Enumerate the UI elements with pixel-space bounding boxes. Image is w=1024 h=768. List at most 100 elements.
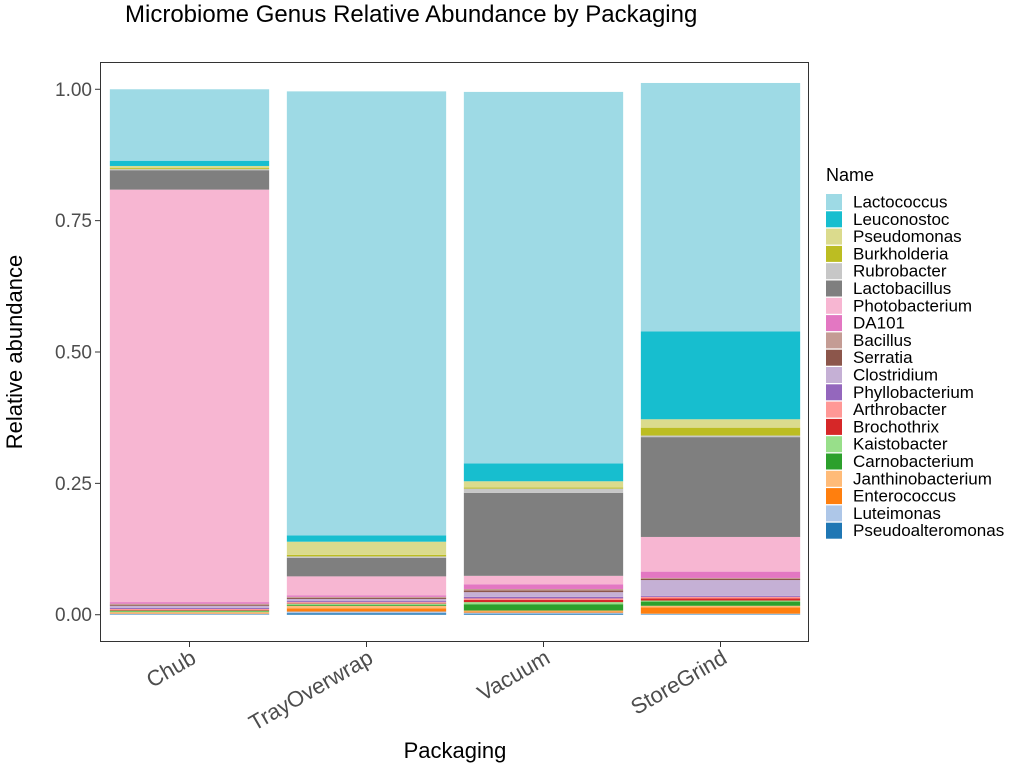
y-axis: 0.00 0.25 0.50 0.75 1.00: [55, 80, 100, 626]
legend-item-da101: DA101: [826, 314, 905, 333]
x-tick-label-vacuum: Vacuum: [473, 645, 554, 706]
bar-segment-brochothrix: StoreGrind — Brochothrix: 0.004: [640, 598, 801, 601]
legend-swatch: [826, 470, 842, 487]
legend-label: Clostridium: [853, 366, 938, 385]
bar-segment-janthinobacterium: Chub — Janthinobacterium: 0.002: [109, 612, 270, 614]
legend-label: Burkholderia: [853, 244, 949, 263]
bar-segment-brochothrix: Vacuum — Brochothrix: 0.004: [463, 600, 624, 603]
plot-border: [100, 62, 809, 642]
y-tick-label: 0.00: [55, 605, 92, 626]
bar-segment-photobacterium: TrayOverwrap — Photobacterium: 0.036: [286, 576, 447, 596]
bar-segment-lactococcus: StoreGrind — Lactococcus: 0.473: [640, 82, 801, 332]
y-tick-label: 0.25: [55, 474, 92, 495]
bar-segment-pseudomonas: Chub — Pseudomonas: 0.004: [109, 165, 270, 169]
bar-segment-lactococcus: Vacuum — Lactococcus: 0.707: [463, 91, 624, 464]
bar-segment-burkholderia: StoreGrind — Burkholderia: 0.015: [640, 427, 801, 436]
legend-label: Arthrobacter: [853, 400, 947, 419]
legend-label: Lactococcus: [853, 193, 948, 212]
bar-segment-carnobacterium: Chub — Carnobacterium: 0.001: [109, 611, 270, 613]
legend-label: Rubrobacter: [853, 262, 947, 281]
legend-swatch: [826, 263, 842, 280]
bar-segment-clostridium: TrayOverwrap — Clostridium: 0.004: [286, 598, 447, 602]
bar-segment-brochothrix: TrayOverwrap — Brochothrix: 0.001: [286, 603, 447, 604]
bar-segment-rubrobacter: StoreGrind — Rubrobacter: 0.003: [640, 435, 801, 438]
legend-label: Enterococcus: [853, 487, 956, 506]
legend-label: Janthinobacterium: [853, 469, 992, 488]
bar-segment-clostridium: Vacuum — Clostridium: 0.009: [463, 592, 624, 597]
bar-segment-phyllobacterium: TrayOverwrap — Phyllobacterium: 0.002: [286, 601, 447, 603]
bar-segment-leuconostoc: Chub — Leuconostoc: 0.01: [109, 160, 270, 166]
bar-segment-luteimonas: TrayOverwrap — Luteimonas: 0.003: [286, 611, 447, 614]
legend-item-enterococcus: Enterococcus: [826, 487, 956, 506]
legend-label: Serratia: [853, 348, 913, 367]
legend-label: DA101: [853, 314, 905, 333]
legend-item-bacillus: Bacillus: [826, 331, 912, 350]
bar-segment-bacillus: Vacuum — Bacillus: 0.003: [463, 588, 624, 591]
y-axis-label: Relative abundance: [2, 255, 27, 449]
bar-segment-carnobacterium: Vacuum — Carnobacterium: 0.012: [463, 604, 624, 611]
bar-segment-da101: Vacuum — DA101: 0.009: [463, 584, 624, 589]
bar-segment-da101: Chub — DA101: 0.003: [109, 602, 270, 604]
legend-label: Brochothrix: [853, 417, 939, 436]
legend-label: Phyllobacterium: [853, 383, 974, 402]
bar-segment-da101: StoreGrind — DA101: 0.012: [640, 571, 801, 578]
bar-segment-clostridium: StoreGrind — Clostridium: 0.03: [640, 580, 801, 596]
bar-segment-pseudoalteromonas: Chub — Pseudoalteromonas: 0.001: [109, 614, 270, 615]
bar-segment-pseudoalteromonas: Vacuum — Pseudoalteromonas: 0.002: [463, 613, 624, 615]
bar-segment-bacillus: StoreGrind — Bacillus: 0.002: [640, 577, 801, 579]
legend-label: Luteimonas: [853, 504, 941, 523]
legend-swatch: [826, 367, 842, 383]
legend-item-kaistobacter: Kaistobacter: [826, 435, 948, 454]
legend-swatch: [826, 522, 842, 539]
x-tick-label-trayoverwrap: TrayOverwrap: [245, 645, 377, 736]
bar-segment-carnobacterium: StoreGrind — Carnobacterium: 0.008: [640, 601, 801, 606]
bar-segment-lactococcus: Chub — Lactococcus: 0.136: [109, 89, 270, 161]
bar-segment-arthrobacter: TrayOverwrap — Arthrobacter: 0.002: [286, 602, 447, 604]
bar-segment-serratia: Chub — Serratia: 0.002: [109, 604, 270, 606]
bar-segment-phyllobacterium: Vacuum — Phyllobacterium: 0.003: [463, 596, 624, 599]
legend-label: Bacillus: [853, 331, 912, 350]
legend-item-luteimonas: Luteimonas: [826, 504, 941, 523]
x-tick-label-chub: Chub: [142, 645, 200, 693]
bar-segment-photobacterium: Chub — Photobacterium: 0.785: [109, 189, 270, 603]
bar-segment-burkholderia: Chub — Burkholderia: 0.002: [109, 168, 270, 170]
bar-stack-vacuum: Vacuum — Pseudoalteromonas: 0.002Vacuum …: [463, 91, 624, 615]
legend-item-clostridium: Clostridium: [826, 366, 938, 385]
legend-swatch: [826, 505, 842, 522]
bar-segment-serratia: Vacuum — Serratia: 0.003: [463, 590, 624, 593]
bar-segment-phyllobacterium: Chub — Phyllobacterium: 0.002: [109, 607, 270, 609]
legend-item-arthrobacter: Arthrobacter: [826, 400, 947, 419]
legend-item-leuconostoc: Leuconostoc: [826, 210, 950, 229]
legend-swatch: [826, 315, 842, 332]
bar-segment-enterococcus: Chub — Enterococcus: 0.001: [109, 613, 270, 614]
legend-item-phyllobacterium: Phyllobacterium: [826, 383, 974, 402]
bar-segment-lactobacillus: TrayOverwrap — Lactobacillus: 0.035: [286, 557, 447, 577]
legend-swatch: [826, 453, 842, 470]
legend-label: Leuconostoc: [853, 210, 950, 229]
bar-segment-luteimonas: Vacuum — Luteimonas: 0.002: [463, 612, 624, 614]
legend-title: Name: [826, 165, 874, 185]
bar-segment-burkholderia: TrayOverwrap — Burkholderia: 0.003: [286, 554, 447, 557]
y-tick-label: 0.75: [55, 211, 92, 232]
bar-segment-kaistobacter: TrayOverwrap — Kaistobacter: 0.002: [286, 603, 447, 605]
bar-segment-arthrobacter: StoreGrind — Arthrobacter: 0.003: [640, 596, 801, 599]
bar-segment-bacillus: TrayOverwrap — Bacillus: 0.002: [286, 596, 447, 598]
bar-segment-luteimonas: StoreGrind — Luteimonas: 0.001: [640, 613, 801, 615]
legend-swatch: [826, 194, 842, 210]
legend-item-pseudoalteromonas: Pseudoalteromonas: [826, 521, 1004, 540]
bar-segment-rubrobacter: Vacuum — Rubrobacter: 0.008: [463, 488, 624, 493]
bar-segment-rubrobacter: TrayOverwrap — Rubrobacter: 0.003: [286, 556, 447, 558]
legend-item-janthinobacterium: Janthinobacterium: [826, 469, 992, 488]
bar-segment-lactococcus: TrayOverwrap — Lactococcus: 0.845: [286, 91, 447, 536]
legend-swatch: [826, 211, 842, 228]
legend: Name LactococcusLeuconostocPseudomonasBu…: [826, 165, 1004, 540]
bar-segment-leuconostoc: StoreGrind — Leuconostoc: 0.167: [640, 331, 801, 420]
bar-segment-pseudoalteromonas: TrayOverwrap — Pseudoalteromonas: 0.003: [286, 613, 447, 615]
legend-swatch: [826, 245, 842, 262]
bar-stack-chub: Chub — Pseudoalteromonas: 0.001Chub — Lu…: [109, 89, 270, 615]
legend-swatch: [826, 297, 842, 314]
bar-segment-pseudoalteromonas: StoreGrind — Pseudoalteromonas: 0.001: [640, 614, 801, 615]
legend-label: Pseudomonas: [853, 227, 962, 246]
bar-segment-carnobacterium: TrayOverwrap — Carnobacterium: 0.002: [286, 604, 447, 606]
legend-item-pseudomonas: Pseudomonas: [826, 227, 962, 246]
